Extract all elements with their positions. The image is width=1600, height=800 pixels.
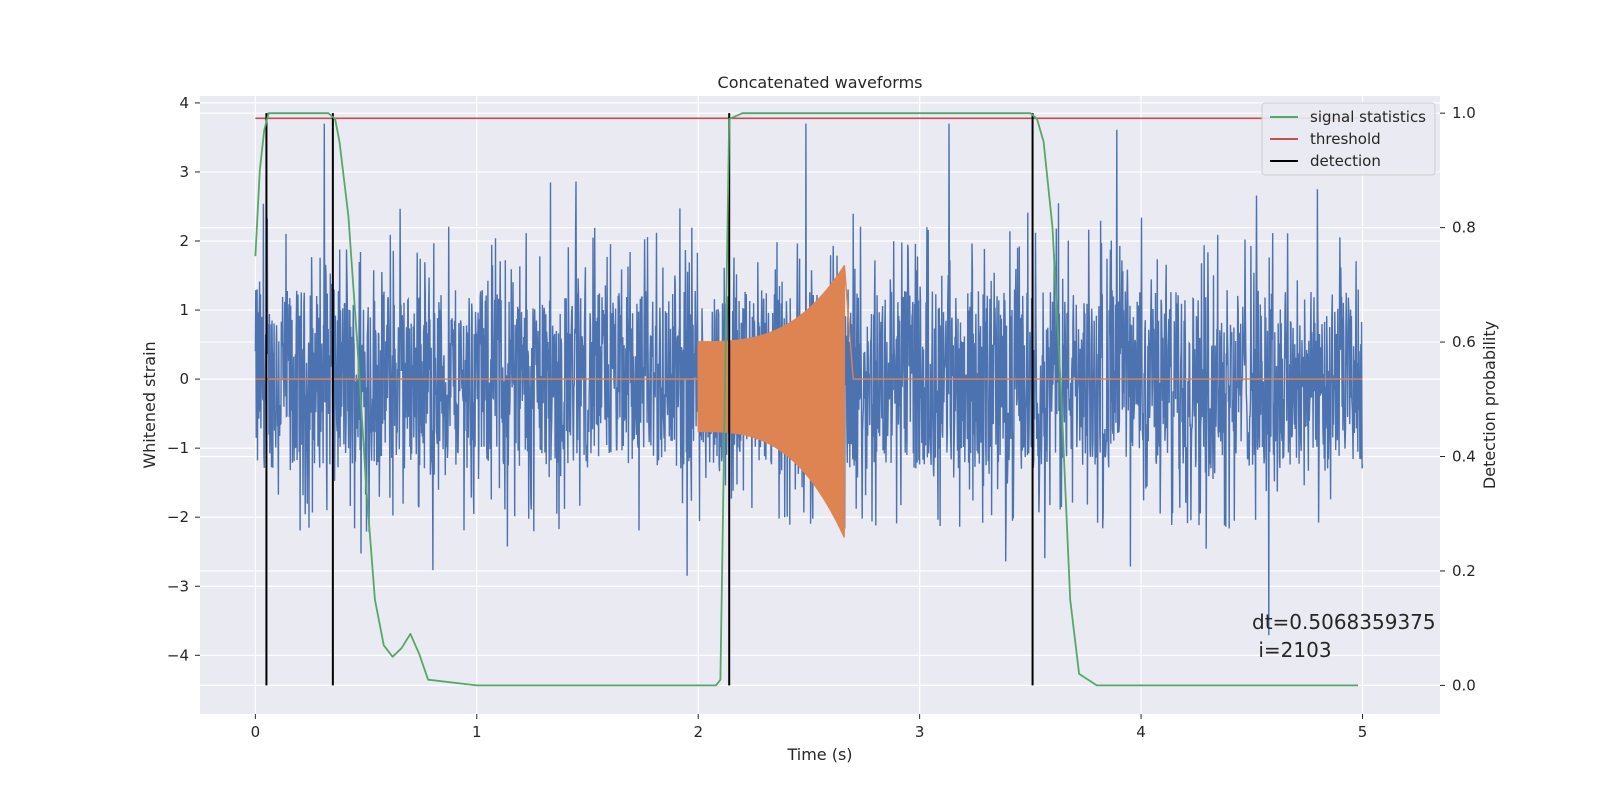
y2-tick-label: 0.0 <box>1452 676 1476 694</box>
y-tick-label: 1 <box>179 301 189 319</box>
y-tick-label: −4 <box>167 646 189 664</box>
x-tick-label: 0 <box>251 723 261 741</box>
y2-tick-label: 1.0 <box>1452 104 1476 122</box>
y2-axis-label: Detection probability <box>1480 321 1499 489</box>
y2-tick-label: 0.6 <box>1452 333 1476 351</box>
y2-tick-label: 0.2 <box>1452 562 1476 580</box>
y-tick-label: −3 <box>167 577 189 595</box>
y-tick-label: 2 <box>179 232 189 250</box>
y-tick-label: −1 <box>167 439 189 457</box>
legend-label-threshold: threshold <box>1310 130 1381 148</box>
y2-tick-label: 0.8 <box>1452 219 1476 237</box>
x-tick-label: 5 <box>1358 723 1368 741</box>
x-tick-label: 4 <box>1136 723 1146 741</box>
x-tick-label: 3 <box>915 723 925 741</box>
legend: signal statistics threshold detection <box>1261 102 1436 176</box>
data-layer <box>254 112 1364 687</box>
y2-tick-label: 0.4 <box>1452 448 1476 466</box>
legend-label-signal-statistics: signal statistics <box>1310 108 1426 126</box>
series-injected-signal <box>255 265 1363 538</box>
y-tick-label: 0 <box>179 370 189 388</box>
tick-layer: 0 1 2 3 4 5 4 3 2 1 0 −1 −2 −3 −4 1.0 0.8 0.6 0.4 0.2 0.0 <box>167 94 1476 741</box>
y-tick-label: 3 <box>179 163 189 181</box>
y-axis-label: Whitened strain <box>140 341 159 468</box>
legend-box <box>1261 102 1436 176</box>
annotation-dt: dt=0.5068359375 <box>1252 610 1436 634</box>
chart-title: Concatenated waveforms <box>718 73 923 92</box>
series-signal-statistics <box>254 112 1359 687</box>
x-tick-label: 2 <box>693 723 703 741</box>
annotation-index: i=2103 <box>1252 638 1332 662</box>
x-tick-label: 1 <box>472 723 482 741</box>
y-tick-label: −2 <box>167 508 189 526</box>
y-tick-label: 4 <box>179 94 189 112</box>
legend-label-detection: detection <box>1310 152 1381 170</box>
x-axis-label: Time (s) <box>786 745 852 764</box>
